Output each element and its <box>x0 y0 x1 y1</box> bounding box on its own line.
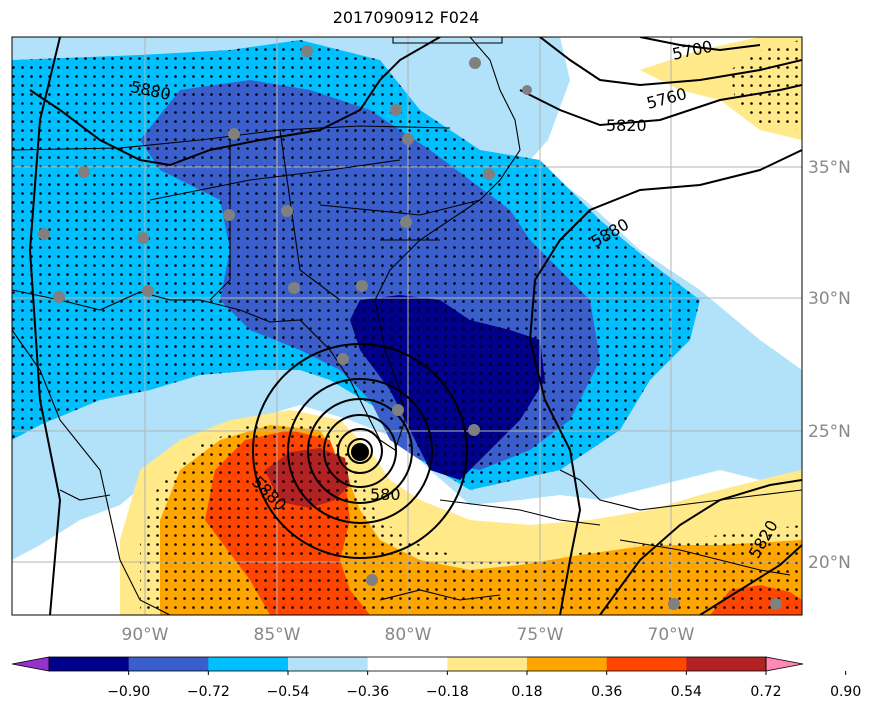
colorbar-tick-label: 0.36 <box>591 684 622 700</box>
colorbar-tick-label: 0.54 <box>671 684 702 700</box>
colorbar-extend-high <box>765 656 804 672</box>
lat-label: 20°N <box>808 553 851 573</box>
colorbar-extend-low <box>11 656 50 672</box>
colorbar-tick-label: −0.90 <box>107 684 150 700</box>
colorbar-tick-label: −0.36 <box>346 684 389 700</box>
colorbar-cell <box>49 657 130 671</box>
graticule <box>12 37 802 615</box>
map-title: 2017090912 F024 <box>332 8 480 27</box>
latitude-labels: 35°N 30°N 25°N 20°N <box>808 158 851 573</box>
colorbar-tick-label: 0.18 <box>511 684 542 700</box>
colorbar-cell <box>128 657 209 671</box>
lon-label: 80°W <box>385 625 432 645</box>
lat-label: 35°N <box>808 158 851 178</box>
stipple-north <box>12 40 700 490</box>
map-frame <box>11 36 803 616</box>
storm-center-marker <box>351 443 369 461</box>
colorbar-cell <box>208 657 289 671</box>
lat-label: 30°N <box>808 289 851 309</box>
lon-label: 70°W <box>648 625 695 645</box>
colorbar: −0.90 −0.72 −0.54 −0.36 −0.18 0.18 0.36 0.54 0.7… <box>11 656 861 700</box>
colorbar-cell <box>447 657 528 671</box>
colorbar-tick-label: −0.18 <box>426 684 469 700</box>
height-contours <box>28 37 802 615</box>
stipple-ne <box>730 40 802 130</box>
colorbar-cell <box>527 657 608 671</box>
colorbar-tick-label: 0.72 <box>750 684 781 700</box>
lon-label: 85°W <box>254 625 301 645</box>
lon-label: 90°W <box>122 625 169 645</box>
stations <box>38 45 782 610</box>
colorbar-cell <box>288 657 369 671</box>
height-label: 5820 <box>606 116 647 135</box>
colorbar-tick-label: −0.54 <box>267 684 310 700</box>
colorbar-tick-label: −0.72 <box>187 684 230 700</box>
lon-label: 75°W <box>517 625 564 645</box>
lat-label: 25°N <box>808 422 851 442</box>
colorbar-cell <box>367 657 448 671</box>
longitude-labels: 90°W 85°W 80°W 75°W 70°W <box>122 625 695 645</box>
colorbar-cell <box>606 657 687 671</box>
colorbar-frame <box>48 656 767 672</box>
correlation-field: 5700 5760 5820 5880 5880 5820 5880 580 <box>12 37 802 615</box>
coastlines <box>12 37 802 615</box>
colorbar-cell <box>686 657 767 671</box>
height-label: 580 <box>370 485 401 504</box>
colorbar-tick-label: 0.90 <box>830 684 861 700</box>
